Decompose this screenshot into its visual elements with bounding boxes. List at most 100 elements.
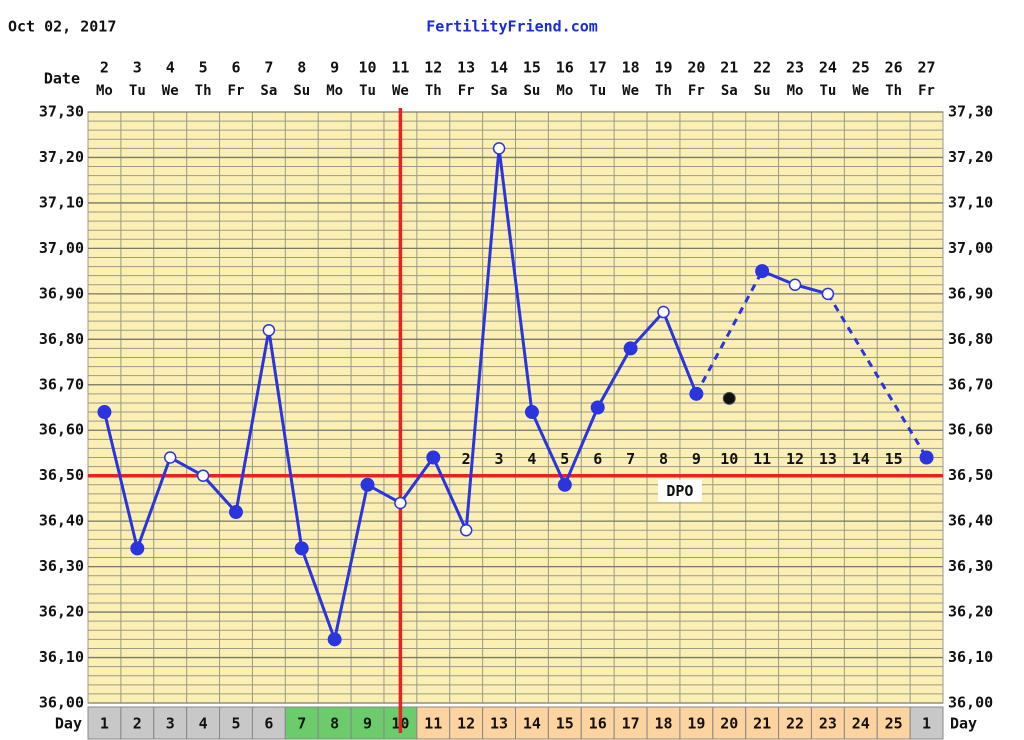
dpo-label: 10 xyxy=(720,450,738,468)
y-tick-label-right: 36,70 xyxy=(948,375,993,393)
cycle-day-label: 20 xyxy=(720,715,738,733)
weekday-label: Th xyxy=(195,83,212,99)
date-label: 6 xyxy=(231,59,240,77)
y-tick-label-right: 36,50 xyxy=(948,466,993,484)
weekday-label: Sa xyxy=(260,83,277,99)
y-tick-label-right: 36,00 xyxy=(948,694,993,712)
dpo-label: 3 xyxy=(495,450,504,468)
temperature-segment xyxy=(464,148,501,531)
y-tick-label-right: 36,30 xyxy=(948,557,993,575)
dpo-title-bg xyxy=(657,479,702,502)
cycle-day-cell xyxy=(745,706,780,740)
weekday-label: Th xyxy=(425,83,442,99)
cycle-day-cell xyxy=(876,706,911,740)
dpo-label: 4 xyxy=(527,450,536,468)
temperature-segment xyxy=(826,293,928,459)
y-tick-label: 36,80 xyxy=(39,330,84,348)
cycle-day-label: 22 xyxy=(786,715,804,733)
temperature-point xyxy=(97,405,112,420)
cycle-day-label: 16 xyxy=(589,715,607,733)
date-label: 8 xyxy=(297,59,306,77)
date-label: 23 xyxy=(786,59,804,77)
cycle-day-label: 9 xyxy=(363,715,372,733)
temperature-segment xyxy=(300,547,337,640)
y-tick-label: 36,00 xyxy=(39,694,84,712)
date-label: 4 xyxy=(166,59,175,77)
cycle-day-label: 18 xyxy=(654,715,672,733)
y-tick-label: 37,20 xyxy=(39,148,84,166)
temperature-point xyxy=(755,264,770,279)
weekday-label: Sa xyxy=(491,83,508,99)
temperature-segment xyxy=(695,270,764,395)
dpo-label: 9 xyxy=(692,450,701,468)
temperature-point xyxy=(821,287,835,301)
cycle-day-label: 11 xyxy=(424,715,442,733)
cycle-day-label: 23 xyxy=(819,715,837,733)
date-label: 16 xyxy=(556,59,574,77)
y-tick-label: 37,10 xyxy=(39,193,84,211)
temperature-point xyxy=(590,400,605,415)
weekday-label: Mo xyxy=(326,83,343,99)
date-label: 9 xyxy=(330,59,339,77)
cycle-day-label: 7 xyxy=(297,715,306,733)
temperature-point xyxy=(788,278,802,292)
weekday-label: Tu xyxy=(129,83,146,99)
temperature-segment xyxy=(563,406,600,486)
temperature-point xyxy=(394,496,407,510)
y-tick-label: 37,00 xyxy=(39,239,84,257)
cycle-day-label: 14 xyxy=(523,715,541,733)
cycle-day-label: 2 xyxy=(133,715,142,733)
weekday-label: Fr xyxy=(918,83,935,99)
temperature-segment xyxy=(201,474,238,514)
cycle-day-label: 25 xyxy=(885,715,903,733)
weekday-label: We xyxy=(162,83,179,99)
dpo-title: DPO xyxy=(666,482,693,500)
cycle-day-cell xyxy=(482,706,517,740)
cycle-day-label: 1 xyxy=(100,715,109,733)
temperature-point xyxy=(294,541,309,556)
temperature-point xyxy=(657,305,670,319)
weekday-label: Su xyxy=(754,83,771,99)
date-label: 13 xyxy=(457,59,475,77)
date-label: 5 xyxy=(199,59,208,77)
cycle-day-cell xyxy=(580,706,615,740)
temperature-point xyxy=(360,477,375,492)
dpo-label: 8 xyxy=(659,450,668,468)
temperature-segment xyxy=(497,148,534,413)
discarded-point xyxy=(722,391,736,405)
temperature-point xyxy=(689,386,704,401)
cycle-day-label: 12 xyxy=(457,715,475,733)
cycle-day-cell xyxy=(843,706,878,740)
y-tick-label-right: 36,40 xyxy=(948,512,993,530)
temperature-segment xyxy=(333,484,369,640)
cycle-day-label: 15 xyxy=(556,715,574,733)
cycle-day-cell xyxy=(547,706,582,740)
dpo-label: 5 xyxy=(560,450,569,468)
temperature-point xyxy=(262,323,276,337)
cycle-day-cell xyxy=(613,706,648,740)
cycle-day-label: 6 xyxy=(264,715,273,733)
date-label: 15 xyxy=(523,59,541,77)
day-label-right: Day xyxy=(950,715,977,733)
weekday-label: We xyxy=(392,83,409,99)
site-title: FertilityFriend.com xyxy=(426,18,598,36)
cycle-day-label: 17 xyxy=(622,715,640,733)
temperature-point xyxy=(557,477,572,492)
weekday-label: Fr xyxy=(688,83,705,99)
cycle-day-label: 24 xyxy=(852,715,870,733)
cycle-day-label: 4 xyxy=(199,715,208,733)
temperature-point xyxy=(524,405,539,420)
temperature-segment xyxy=(596,347,632,409)
temperature-segment xyxy=(102,411,139,549)
temperature-point xyxy=(459,523,473,537)
date-label: 25 xyxy=(852,59,870,77)
temperature-segment xyxy=(234,329,271,513)
weekday-label: We xyxy=(622,83,639,99)
y-tick-label-right: 36,60 xyxy=(948,421,993,439)
y-tick-label-right: 36,80 xyxy=(948,330,993,348)
date-label: 3 xyxy=(133,59,142,77)
y-tick-label: 37,30 xyxy=(39,103,84,121)
weekday-label: Su xyxy=(293,83,310,99)
chart-date: Oct 02, 2017 xyxy=(8,18,116,36)
